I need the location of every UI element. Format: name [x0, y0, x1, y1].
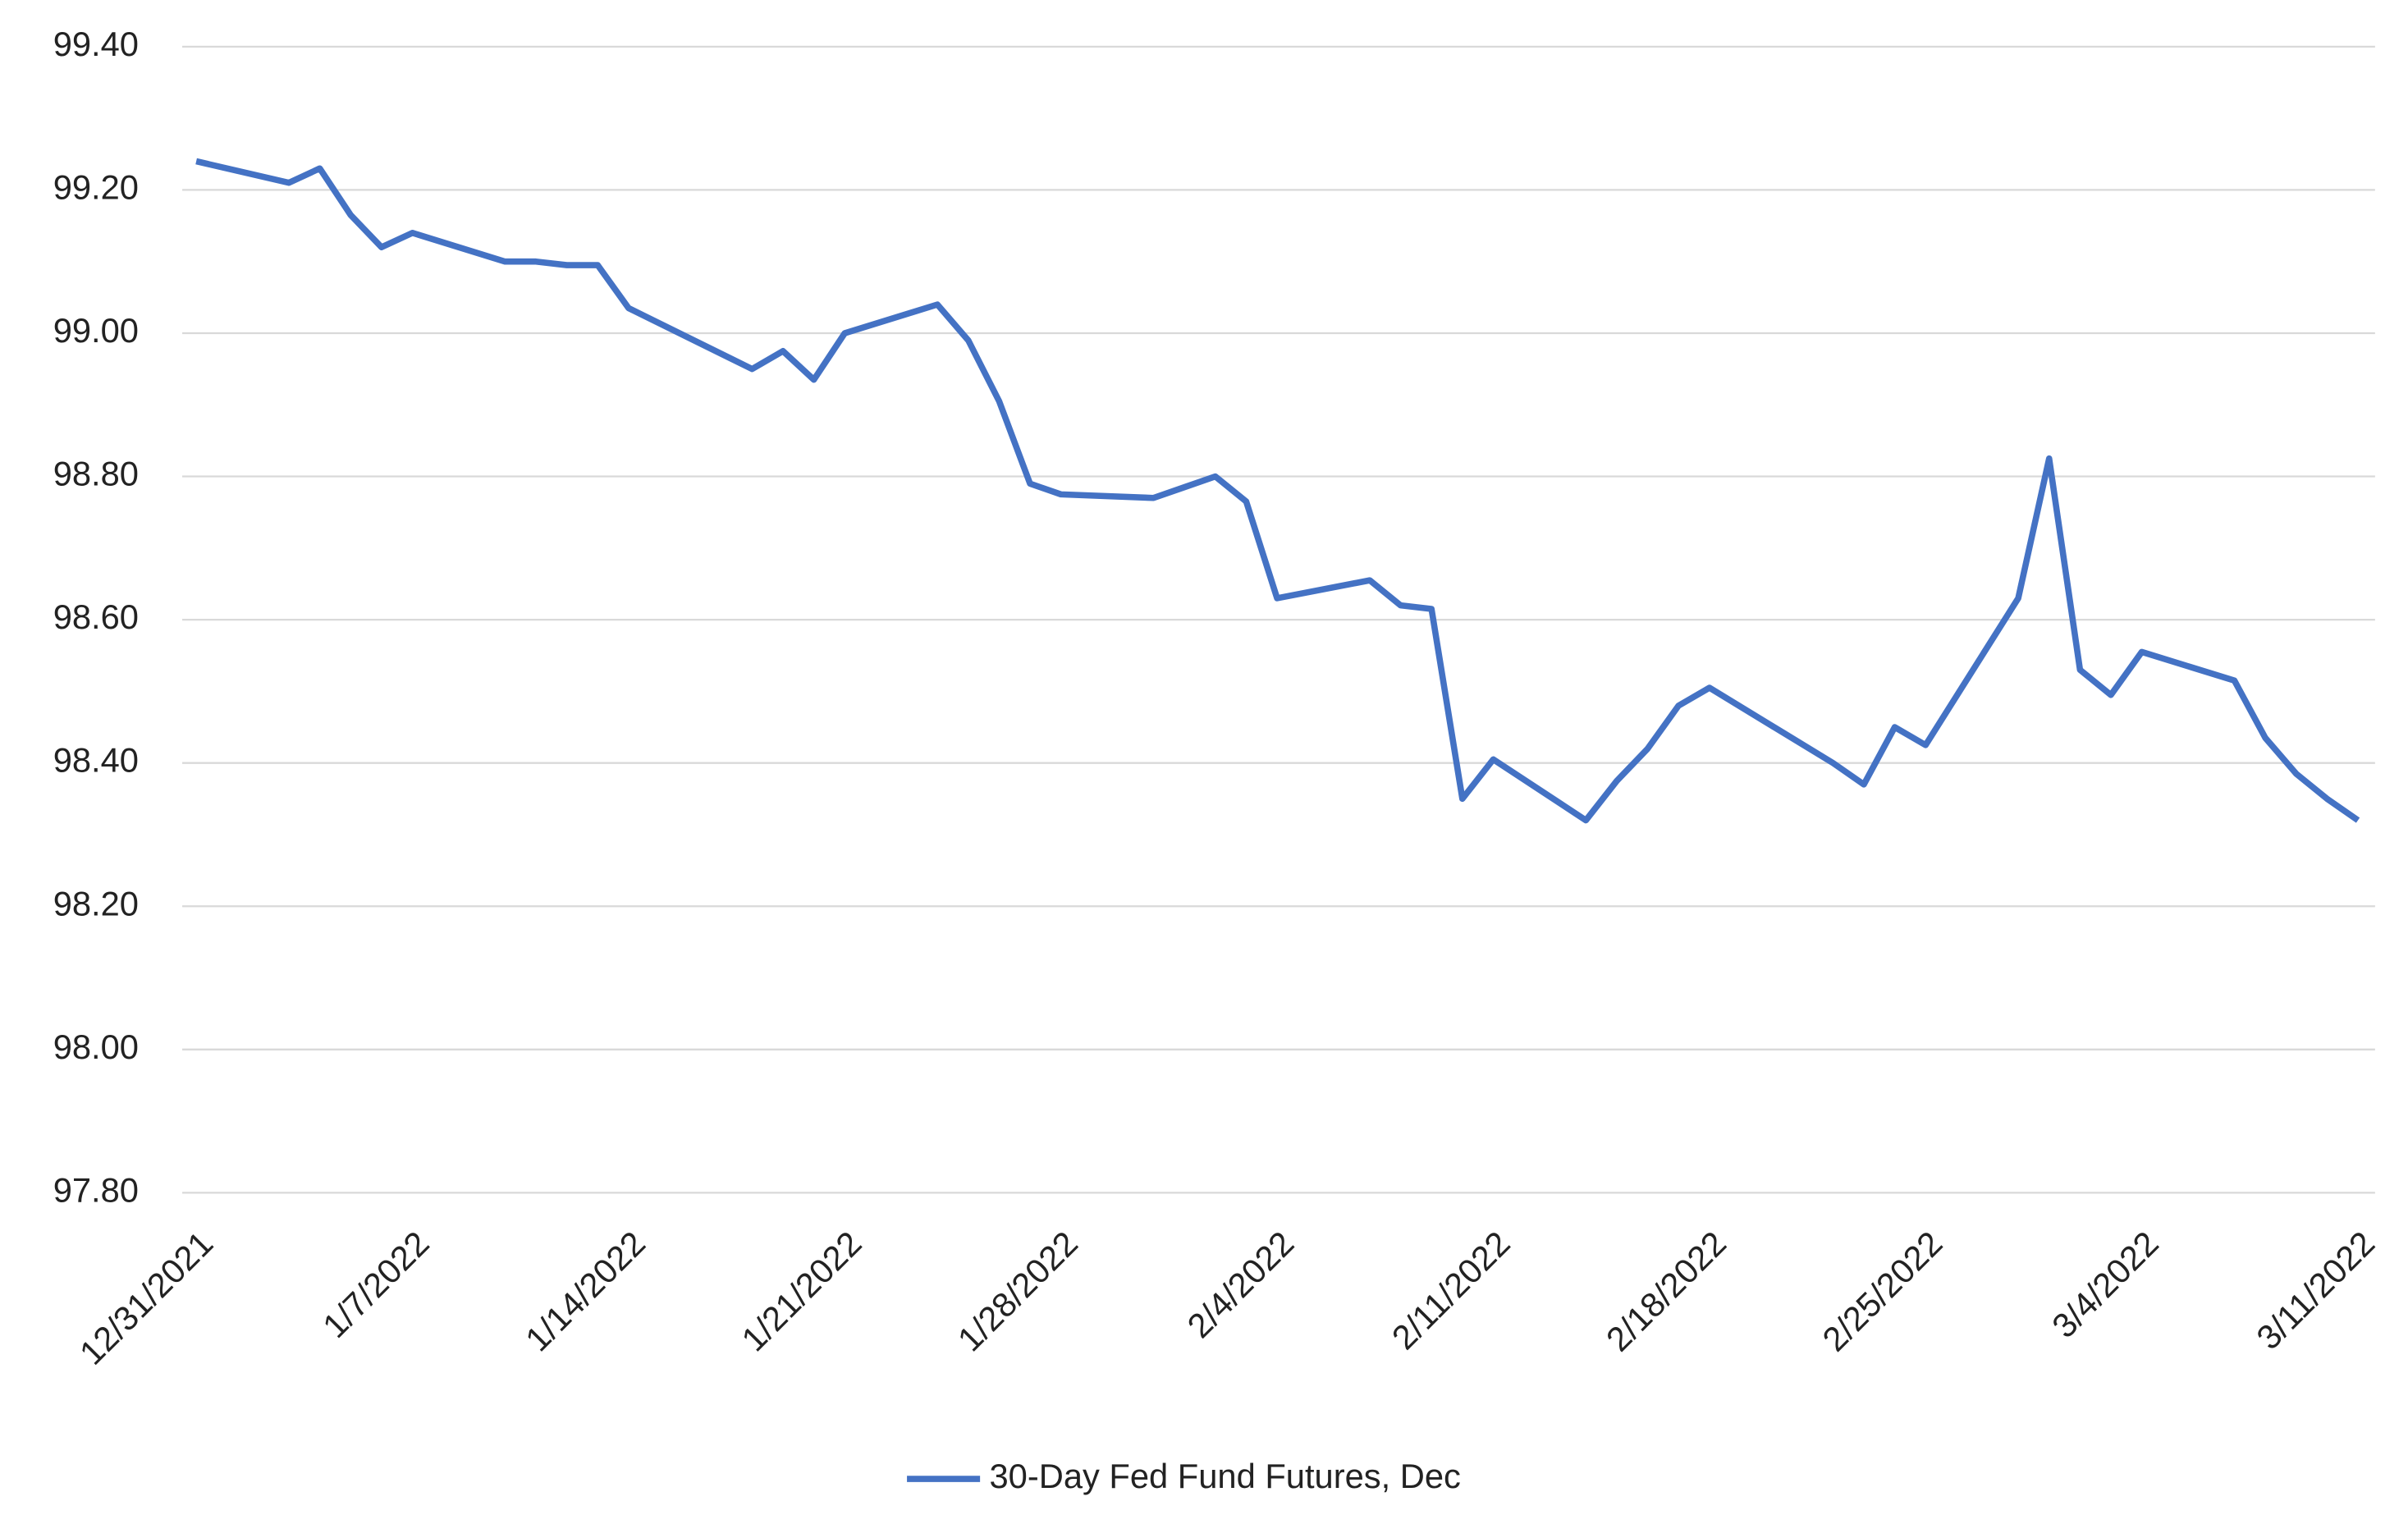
- x-tick-label: 12/31/2021: [72, 1224, 221, 1372]
- y-tick-label: 99.00: [53, 311, 139, 350]
- data-line: [195, 158, 2360, 824]
- y-tick-label: 99.20: [53, 167, 139, 206]
- x-tick-label: 3/11/2022: [2249, 1224, 2382, 1357]
- y-tick-label: 98.00: [53, 1027, 139, 1066]
- x-tick-label: 2/4/2022: [1179, 1224, 1301, 1345]
- y-tick-label: 98.40: [53, 741, 139, 780]
- x-tick-label: 2/18/2022: [1599, 1224, 1733, 1358]
- x-tick-label: 3/4/2022: [2044, 1224, 2166, 1345]
- x-tick-label: 2/25/2022: [1815, 1224, 1949, 1358]
- x-tick-label: 1/28/2022: [950, 1224, 1085, 1358]
- y-tick-label: 98.60: [53, 597, 139, 636]
- y-tick-label: 99.40: [53, 25, 139, 63]
- y-tick-label: 98.20: [53, 884, 139, 922]
- x-tick-label: 1/7/2022: [315, 1224, 437, 1345]
- y-tick-label: 97.80: [53, 1170, 139, 1209]
- legend-label: 30-Day Fed Fund Futures, Dec: [990, 1457, 1461, 1495]
- x-tick-label: 1/21/2022: [734, 1224, 868, 1358]
- x-tick-label: 1/14/2022: [518, 1224, 652, 1358]
- x-tick-label: 2/11/2022: [1385, 1224, 1518, 1357]
- y-tick-label: 98.80: [53, 455, 139, 493]
